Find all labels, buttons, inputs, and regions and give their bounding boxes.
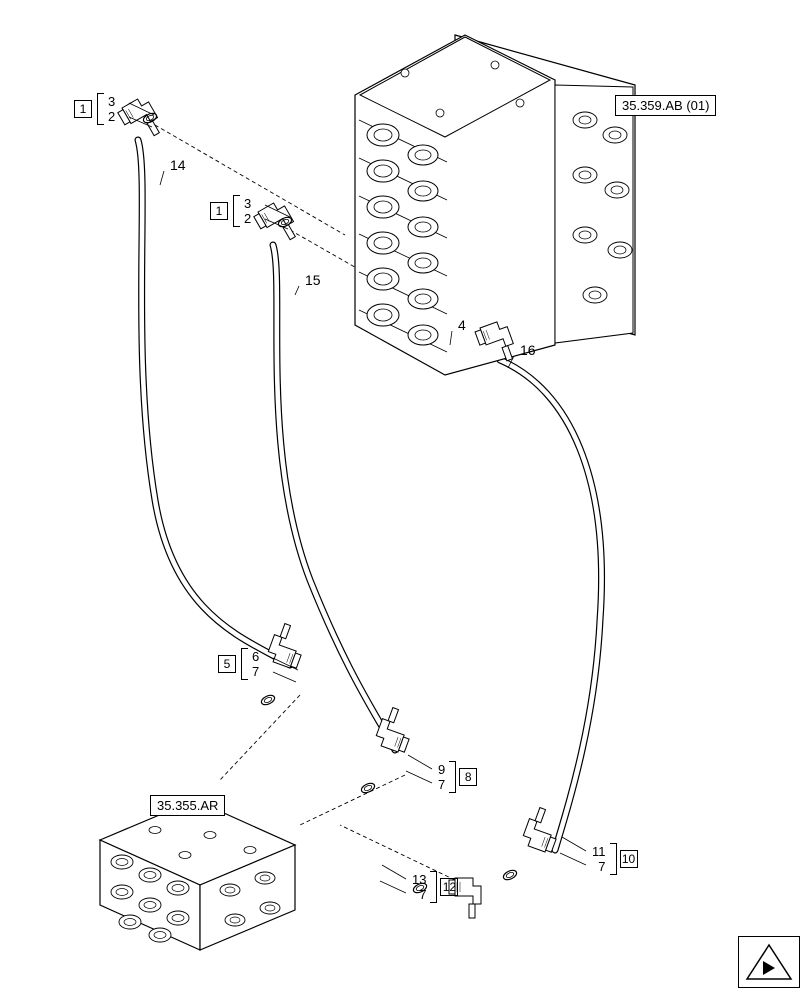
callout-numbers: 32 [244,196,251,226]
callout-box: 12 [440,878,458,896]
callout-box: 10 [620,850,638,868]
callout-box: 5 [218,655,236,673]
callout-box: 1 [210,202,228,220]
callout-box: 1 [74,100,92,118]
callout-group: 1 32 [210,195,251,227]
callout-group: 137 12 [412,871,460,903]
callout-group: 97 8 [438,761,479,793]
callout-numbers: 67 [252,649,259,679]
callout-numbers: 97 [438,762,445,792]
callout-box: 8 [459,768,477,786]
callout-numbers: 117 [592,844,606,874]
manifold-block [100,800,295,950]
callout-numbers: 32 [108,94,115,124]
callout-group: 5 67 [218,648,259,680]
diagram-canvas [0,0,812,1000]
reference-box: 35.355.AR [150,795,225,816]
callout-number: 4 [458,317,466,333]
callout-group: 117 10 [592,843,640,875]
callout-group: 1 32 [74,93,115,125]
reference-box: 35.359.AB (01) [615,95,716,116]
callout-number: 14 [170,157,186,173]
callout-number: 16 [520,342,536,358]
callout-numbers: 137 [412,872,426,902]
callout-number: 15 [305,272,321,288]
next-page-icon[interactable] [738,936,800,988]
